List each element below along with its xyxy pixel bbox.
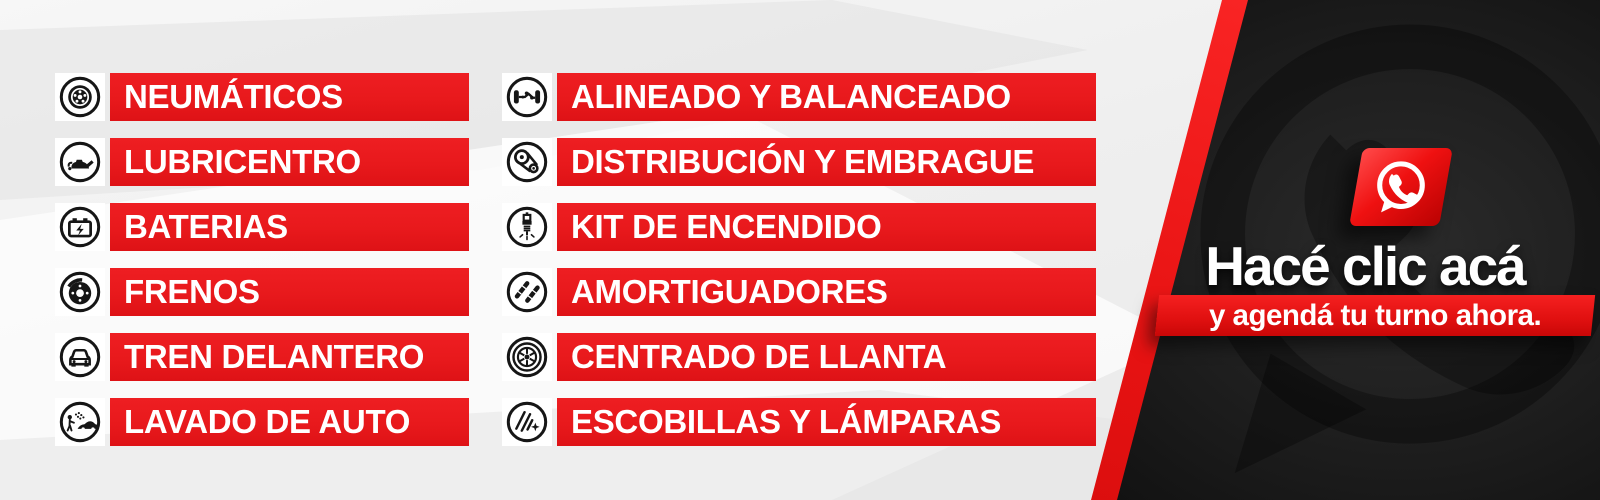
timing-belt-icon (502, 138, 552, 186)
cta-subtitle-bar[interactable]: y agendá tu turno ahora. (1154, 295, 1596, 336)
service-label[interactable]: LUBRICENTRO (110, 138, 469, 186)
services-column-left: NEUMÁTICOS LUBRICENTRO BATERIAS FRENOS T… (55, 73, 469, 446)
whatsapp-icon (1372, 158, 1430, 216)
service-label[interactable]: TREN DELANTERO (110, 333, 469, 381)
service-label[interactable]: KIT DE ENCENDIDO (557, 203, 1096, 251)
service-row-amortiguadores: AMORTIGUADORES (502, 268, 1096, 316)
axle-alignment-icon (502, 73, 552, 121)
service-row-distribucion: DISTRIBUCIÓN Y EMBRAGUE (502, 138, 1096, 186)
brake-disc-icon (55, 268, 105, 316)
service-label[interactable]: NEUMÁTICOS (110, 73, 469, 121)
service-row-frenos: FRENOS (55, 268, 469, 316)
service-row-baterias: BATERIAS (55, 203, 469, 251)
car-wash-icon (55, 398, 105, 446)
service-row-escobillas: ESCOBILLAS Y LÁMPARAS (502, 398, 1096, 446)
service-row-lavado: LAVADO DE AUTO (55, 398, 469, 446)
wheel-rim-icon (502, 333, 552, 381)
cta-subtitle: y agendá tu turno ahora. (1208, 298, 1542, 332)
service-label[interactable]: LAVADO DE AUTO (110, 398, 469, 446)
wiper-lamp-icon (502, 398, 552, 446)
service-row-encendido: KIT DE ENCENDIDO (502, 203, 1096, 251)
service-label[interactable]: BATERIAS (110, 203, 469, 251)
services-column-right: ALINEADO Y BALANCEADO DISTRIBUCIÓN Y EMB… (502, 73, 1096, 446)
service-label[interactable]: CENTRADO DE LLANTA (557, 333, 1096, 381)
service-label[interactable]: ESCOBILLAS Y LÁMPARAS (557, 398, 1096, 446)
service-row-centrado: CENTRADO DE LLANTA (502, 333, 1096, 381)
service-row-lubricentro: LUBRICENTRO (55, 138, 469, 186)
service-label[interactable]: FRENOS (110, 268, 469, 316)
service-label[interactable]: ALINEADO Y BALANCEADO (557, 73, 1096, 121)
shock-absorber-icon (502, 268, 552, 316)
service-label[interactable]: AMORTIGUADORES (557, 268, 1096, 316)
service-label[interactable]: DISTRIBUCIÓN Y EMBRAGUE (557, 138, 1096, 186)
service-row-alineado: ALINEADO Y BALANCEADO (502, 73, 1096, 121)
cta-title[interactable]: Hacé clic acá (1205, 235, 1527, 297)
service-row-neumaticos: NEUMÁTICOS (55, 73, 469, 121)
service-row-tren-delantero: TREN DELANTERO (55, 333, 469, 381)
battery-icon (55, 203, 105, 251)
whatsapp-button[interactable] (1349, 148, 1453, 226)
spark-plug-icon (502, 203, 552, 251)
oil-can-icon (55, 138, 105, 186)
tire-icon (55, 73, 105, 121)
car-front-icon (55, 333, 105, 381)
